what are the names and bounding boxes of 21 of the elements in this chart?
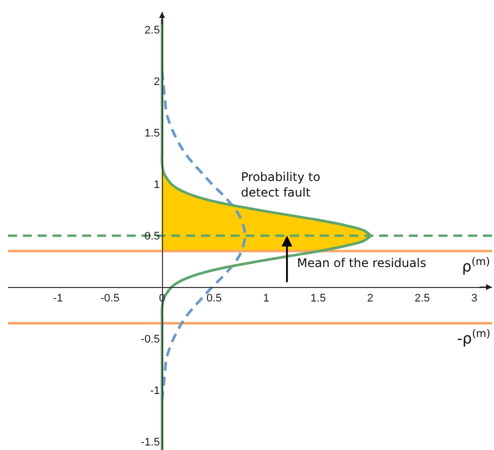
y-tick-label: 1 [154, 178, 160, 191]
x-tick-label: -1 [53, 292, 63, 304]
y-tick-label: 2.5 [144, 24, 160, 36]
x-tick-label: 1 [263, 292, 270, 304]
ref-line-label: -ρ$^{(m)}$ [457, 328, 490, 348]
y-tick-label: 0.5 [144, 230, 160, 242]
y-tick-label: -0.5 [140, 334, 160, 346]
x-tick-label: -0.5 [100, 292, 120, 304]
x-tick-label: 1.5 [310, 292, 326, 304]
annotation: Mean of the residuals [297, 256, 426, 270]
x-tick-label: 0 [158, 292, 166, 304]
y-tick-label: -1 [150, 385, 160, 398]
x-tick-label: 3 [471, 292, 478, 304]
y-tick-label: 2 [154, 76, 160, 88]
ref-line-label: ρ$^{(m)}$ [462, 256, 490, 276]
annotation: Probability to detect fault [241, 170, 320, 200]
x-tick-label: 2.5 [414, 292, 430, 304]
x-tick-label: 0.5 [206, 292, 222, 304]
y-tick-label: 1.5 [144, 127, 160, 140]
x-tick-label: 2 [367, 292, 374, 304]
y-tick-label: -1.5 [140, 436, 160, 449]
